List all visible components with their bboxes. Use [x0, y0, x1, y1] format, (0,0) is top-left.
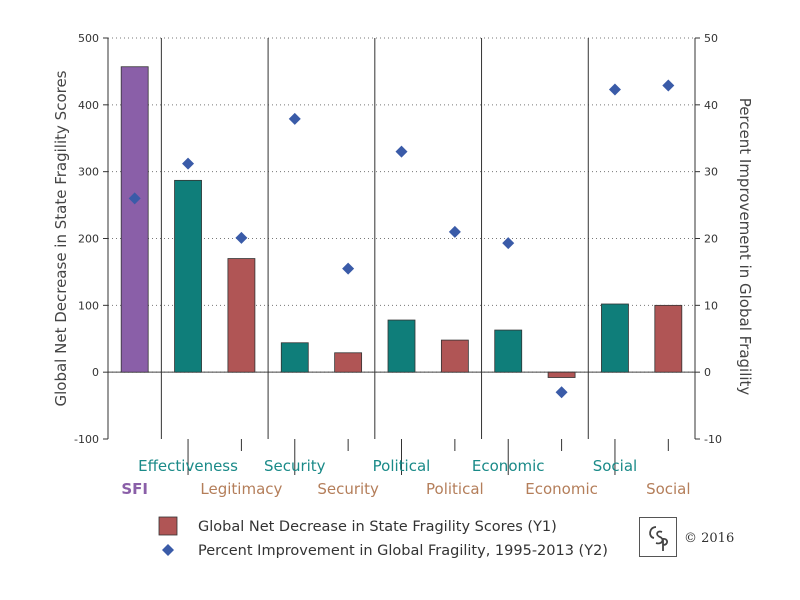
legend-bar-swatch — [158, 516, 178, 536]
bar — [120, 66, 149, 373]
diamond-point — [288, 112, 301, 125]
bar — [494, 329, 523, 373]
diamond-point — [128, 192, 141, 205]
y1-tick-label: 300 — [78, 166, 99, 179]
category-label: Security — [264, 457, 326, 475]
y2-axis-title: Percent Improvement in Global Fragility — [736, 98, 754, 396]
category-label: Social — [646, 480, 690, 498]
csp-logo — [639, 517, 677, 557]
diamond-point — [502, 237, 515, 250]
bar — [387, 319, 416, 373]
diamond-point — [395, 145, 408, 158]
category-label: Social — [593, 457, 637, 475]
bar — [334, 352, 363, 373]
csp-logo-mark — [649, 526, 669, 551]
bar — [601, 303, 629, 373]
bar — [654, 304, 683, 373]
legend-diamond-swatch — [162, 544, 174, 556]
y1-tick-label: -100 — [74, 433, 99, 446]
y2-tick-label: 0 — [704, 366, 711, 379]
bar — [227, 258, 256, 373]
category-label: Security — [317, 480, 379, 498]
diamond-point — [448, 225, 461, 238]
y1-tick-label: 200 — [78, 233, 99, 246]
y2-tick-label: 50 — [704, 32, 718, 45]
diamond-point — [555, 386, 568, 399]
diamond-point — [235, 231, 248, 244]
bar — [547, 371, 576, 378]
legend-label: Global Net Decrease in State Fragility S… — [198, 519, 557, 535]
diamond-point — [182, 157, 195, 170]
copyright-text: © 2016 — [684, 531, 735, 546]
y1-axis-title: Global Net Decrease in State Fragility S… — [52, 70, 70, 406]
diamond-point — [662, 79, 675, 92]
y1-tick-label: 100 — [78, 299, 99, 312]
diamond-point — [342, 262, 355, 275]
category-label: SFI — [121, 480, 148, 498]
y2-tick-label: 40 — [704, 99, 718, 112]
y1-tick-label: 500 — [78, 32, 99, 45]
diamond-point — [608, 83, 621, 96]
y2-tick-label: 10 — [704, 299, 718, 312]
category-label: Legitimacy — [200, 480, 282, 498]
category-label: Economic — [525, 480, 598, 498]
y1-tick-label: 0 — [92, 366, 99, 379]
category-label: Economic — [472, 457, 545, 475]
y1-tick-label: 400 — [78, 99, 99, 112]
y2-tick-label: 30 — [704, 166, 718, 179]
y2-tick-label: 20 — [704, 233, 718, 246]
bar — [440, 339, 469, 373]
category-label: Political — [426, 480, 484, 498]
y2-tick-label: -10 — [704, 433, 722, 446]
bar — [280, 342, 309, 373]
category-label: Political — [373, 457, 431, 475]
legend-label: Percent Improvement in Global Fragility,… — [198, 543, 608, 559]
category-label: Effectiveness — [138, 457, 238, 475]
bar — [174, 179, 202, 373]
